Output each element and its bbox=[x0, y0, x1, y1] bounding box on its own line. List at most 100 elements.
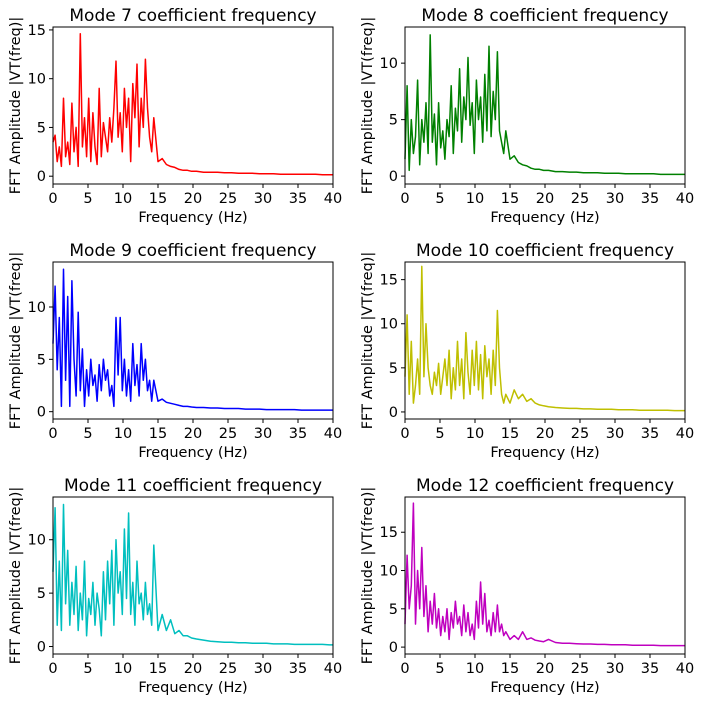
subplot-1: Mode 7 coefficient frequency 0 5 10 15 20 25 30… bbox=[8, 6, 342, 226]
y-axis-label: FFT Amplitude |VT(freq)| bbox=[8, 487, 24, 665]
axes-frame bbox=[404, 496, 686, 655]
series-line bbox=[404, 34, 685, 176]
series-line bbox=[404, 502, 685, 647]
x-tick-label: 40 bbox=[324, 426, 342, 442]
axes-frame bbox=[52, 496, 334, 655]
x-tick-label: 25 bbox=[571, 191, 589, 207]
x-tick-label: 35 bbox=[289, 191, 307, 207]
series-line bbox=[52, 33, 333, 176]
subplot-3: Mode 9 coefficient frequency 0 5 10 15 20 25 30… bbox=[8, 241, 342, 461]
x-tick-label: 0 bbox=[400, 191, 409, 207]
subplot-2: Mode 8 coefficient frequency 0 5 10 15 20 25 30… bbox=[360, 6, 694, 226]
x-tick-label: 40 bbox=[324, 191, 342, 207]
x-tick-label: 40 bbox=[324, 661, 342, 677]
x-tick-label: 5 bbox=[435, 426, 444, 442]
x-tick-label: 15 bbox=[501, 191, 519, 207]
y-axis-label: FFT Amplitude |VT(freq)| bbox=[360, 17, 376, 195]
x-tick-label: 30 bbox=[254, 426, 272, 442]
y-tick-label: 10 bbox=[28, 300, 46, 316]
plot-title: Mode 8 coefficient frequency bbox=[421, 6, 668, 26]
x-tick-label: 10 bbox=[466, 661, 484, 677]
x-tick-label: 30 bbox=[606, 191, 624, 207]
x-tick-label: 35 bbox=[641, 191, 659, 207]
x-tick-label: 10 bbox=[114, 661, 132, 677]
plot-title: Mode 7 coefficient frequency bbox=[69, 6, 316, 26]
y-tick-label: 0 bbox=[389, 169, 398, 185]
y-tick-label: 10 bbox=[380, 56, 398, 72]
x-tick-label: 0 bbox=[48, 191, 57, 207]
y-axis-label: FFT Amplitude |VT(freq)| bbox=[8, 17, 24, 195]
subplot-4: Mode 10 coefficient frequency 0 5 10 15 20 25 3… bbox=[360, 241, 694, 461]
y-tick-label: 0 bbox=[37, 405, 46, 421]
x-tick-label: 0 bbox=[48, 661, 57, 677]
subplot-5: Mode 11 coefficient frequency 0 5 10 15 20 25 3… bbox=[8, 476, 342, 696]
y-tick-label: 5 bbox=[37, 120, 46, 136]
series-line bbox=[52, 268, 333, 411]
x-tick-label: 10 bbox=[466, 191, 484, 207]
x-tick-label: 20 bbox=[184, 426, 202, 442]
y-tick-label: 10 bbox=[28, 72, 46, 88]
y-axis-label: FFT Amplitude |VT(freq)| bbox=[8, 252, 24, 430]
axes-frame bbox=[404, 26, 686, 185]
x-tick-label: 25 bbox=[219, 661, 237, 677]
x-tick-label: 20 bbox=[536, 661, 554, 677]
axes-frame bbox=[52, 26, 334, 185]
x-tick-label: 40 bbox=[676, 426, 694, 442]
x-tick-label: 15 bbox=[149, 661, 167, 677]
y-tick-label: 5 bbox=[389, 361, 398, 377]
plot-title: Mode 10 coefficient frequency bbox=[416, 241, 674, 261]
x-axis-label: Frequency (Hz) bbox=[138, 210, 247, 226]
y-tick-label: 5 bbox=[37, 352, 46, 368]
x-tick-label: 25 bbox=[571, 661, 589, 677]
x-tick-label: 15 bbox=[501, 661, 519, 677]
axes-frame bbox=[404, 261, 686, 420]
x-tick-label: 30 bbox=[606, 661, 624, 677]
x-tick-label: 15 bbox=[501, 426, 519, 442]
x-tick-label: 30 bbox=[606, 426, 624, 442]
x-tick-label: 20 bbox=[536, 426, 554, 442]
y-tick-label: 10 bbox=[28, 533, 46, 549]
y-tick-label: 5 bbox=[389, 602, 398, 618]
plot-title: Mode 11 coefficient frequency bbox=[64, 476, 322, 496]
x-tick-label: 5 bbox=[435, 191, 444, 207]
series-line bbox=[404, 265, 685, 412]
y-tick-label: 0 bbox=[389, 405, 398, 421]
y-tick-label: 5 bbox=[389, 113, 398, 129]
y-tick-label: 0 bbox=[389, 640, 398, 656]
y-tick-label: 0 bbox=[37, 169, 46, 185]
y-axis-label: FFT Amplitude |VT(freq)| bbox=[360, 252, 376, 430]
subplot-6: Mode 12 coefficient frequency 0 5 10 15 20 25 3… bbox=[360, 476, 694, 696]
x-tick-label: 5 bbox=[83, 661, 92, 677]
x-tick-label: 15 bbox=[149, 426, 167, 442]
x-tick-label: 20 bbox=[184, 191, 202, 207]
x-tick-label: 5 bbox=[435, 661, 444, 677]
x-tick-label: 20 bbox=[536, 191, 554, 207]
x-tick-label: 30 bbox=[254, 191, 272, 207]
x-axis-label: Frequency (Hz) bbox=[138, 680, 247, 696]
y-tick-label: 5 bbox=[37, 586, 46, 602]
x-tick-label: 15 bbox=[149, 191, 167, 207]
x-tick-label: 20 bbox=[184, 661, 202, 677]
x-tick-label: 0 bbox=[48, 426, 57, 442]
x-tick-label: 35 bbox=[641, 426, 659, 442]
x-tick-label: 10 bbox=[114, 191, 132, 207]
x-axis-label: Frequency (Hz) bbox=[490, 445, 599, 461]
x-axis-label: Frequency (Hz) bbox=[490, 210, 599, 226]
x-tick-label: 40 bbox=[676, 191, 694, 207]
y-tick-label: 15 bbox=[28, 23, 46, 39]
x-tick-label: 35 bbox=[289, 426, 307, 442]
y-tick-label: 0 bbox=[37, 640, 46, 656]
plot-title: Mode 9 coefficient frequency bbox=[69, 241, 316, 261]
x-tick-label: 35 bbox=[289, 661, 307, 677]
x-tick-label: 10 bbox=[466, 426, 484, 442]
x-axis-label: Frequency (Hz) bbox=[138, 445, 247, 461]
y-tick-label: 15 bbox=[380, 273, 398, 289]
x-tick-label: 30 bbox=[254, 661, 272, 677]
series-line bbox=[52, 503, 333, 646]
x-tick-label: 10 bbox=[114, 426, 132, 442]
x-tick-label: 25 bbox=[219, 426, 237, 442]
x-tick-label: 25 bbox=[571, 426, 589, 442]
y-tick-label: 15 bbox=[380, 525, 398, 541]
x-tick-label: 0 bbox=[400, 426, 409, 442]
